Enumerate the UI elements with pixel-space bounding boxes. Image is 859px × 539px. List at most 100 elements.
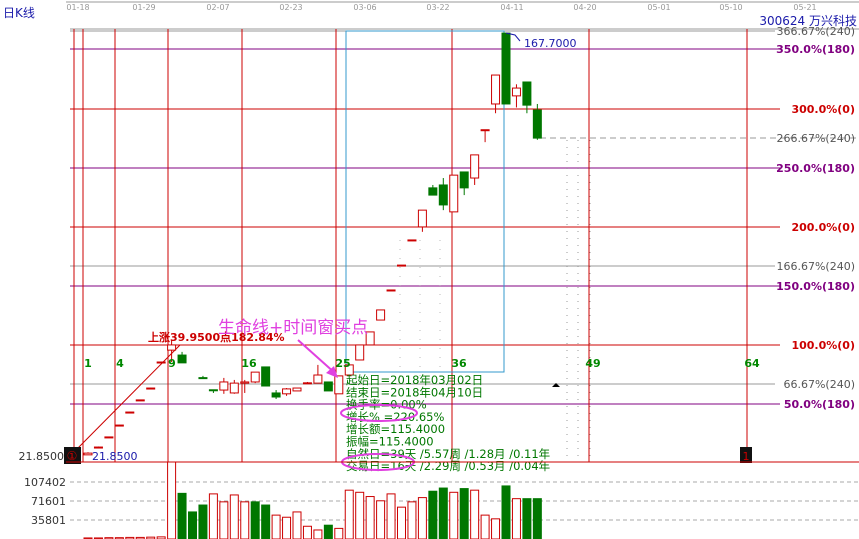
price-level-label: 166.67%(240) <box>776 260 855 273</box>
price-level-label: 66.67%(240) <box>783 378 855 391</box>
candle <box>449 174 459 213</box>
volume-bar <box>470 489 480 539</box>
candle-body <box>470 154 480 179</box>
volume-bar <box>344 489 354 539</box>
candle <box>240 379 250 393</box>
volume-bar <box>438 487 448 539</box>
day-counter: 49 <box>585 357 600 370</box>
candle-body <box>104 436 114 439</box>
volume-bar <box>198 504 208 539</box>
volume-bar <box>302 525 312 539</box>
volume-bar <box>376 500 386 539</box>
date-label: 03-06 <box>353 3 376 12</box>
candle <box>261 366 271 387</box>
volume-bar <box>501 485 511 539</box>
volume-bar <box>386 493 396 539</box>
volume-bar <box>407 501 417 539</box>
candle <box>522 81 532 114</box>
start-marker <box>64 447 81 464</box>
start-marker-icon: ① <box>67 449 78 463</box>
volume-bar <box>397 506 406 539</box>
date-label: 03-22 <box>426 3 449 12</box>
cursor-marker-icon <box>552 383 560 387</box>
candle-body <box>135 399 145 402</box>
date-label: 05-01 <box>647 3 670 12</box>
price-level-label: 250.0%(180) <box>776 162 855 175</box>
volume-bar <box>282 516 292 539</box>
candle <box>167 339 177 363</box>
candle-body <box>250 371 260 383</box>
candle <box>292 387 302 392</box>
stock-name: 300624 万兴科技 <box>759 14 857 28</box>
candle-body <box>459 171 469 189</box>
candle <box>250 371 260 384</box>
candle-body <box>365 331 375 346</box>
volume-bar <box>93 537 103 539</box>
volume-bar <box>83 537 93 539</box>
candle-body <box>407 239 417 242</box>
volume-bar <box>292 511 302 539</box>
volume-bar <box>271 514 281 539</box>
interval-stats: 起始日=2018年03月02日结束日=2018年04月10日换手率=0.00%增… <box>346 373 550 473</box>
candle-body <box>83 452 93 456</box>
candle <box>438 178 448 211</box>
candle-body <box>428 187 438 196</box>
volume-bar <box>208 493 218 539</box>
volume-bar <box>480 514 490 539</box>
volume-bar <box>365 496 375 539</box>
candle-body <box>302 382 312 385</box>
date-label: 01-29 <box>132 3 155 12</box>
volume-bar <box>188 511 197 539</box>
candle <box>501 32 511 105</box>
day-counters: 1 4 9 16 25 36 49 64 <box>84 357 760 370</box>
candle <box>334 375 344 395</box>
candle-body <box>376 309 386 321</box>
date-axis: 01-18 01-29 02-07 02-23 03-06 03-22 04-11 04-20… <box>66 3 816 12</box>
candle-body <box>292 387 302 392</box>
candles <box>83 32 542 456</box>
volume-bar <box>229 494 239 539</box>
price-level-label: 150.0%(180) <box>776 280 855 293</box>
date-label: 04-20 <box>573 3 596 12</box>
end-marker-label: 1 <box>743 450 750 463</box>
stat-line: 增长额=115.4000 <box>346 422 445 436</box>
high-price-label: 167.7000 <box>524 37 577 50</box>
rise-label: 上涨39.9500点182.84% <box>148 330 285 344</box>
candle <box>532 103 542 140</box>
high-pointer <box>505 32 521 42</box>
candle <box>104 436 114 439</box>
candle <box>198 375 208 380</box>
volume-bar <box>428 490 438 539</box>
candle-body <box>480 129 490 132</box>
candle <box>302 381 312 385</box>
candle <box>480 129 490 143</box>
arrow-head-icon <box>326 366 338 378</box>
candle <box>83 452 93 456</box>
candle <box>323 381 333 392</box>
candle <box>407 239 417 242</box>
stat-line: 交易日=16天 /2.29周 /0.53月 /0.04年 <box>346 459 550 473</box>
candle-body <box>511 87 521 97</box>
candle <box>511 84 521 108</box>
candle <box>177 351 187 364</box>
selection-box[interactable] <box>345 30 505 373</box>
volume-bars <box>83 461 542 539</box>
candle-body <box>334 375 344 395</box>
day-counter: 4 <box>116 357 124 370</box>
day-counter: 1 <box>84 357 92 370</box>
volume-bar <box>355 491 365 539</box>
volume-bar <box>313 529 323 539</box>
date-label: 05-21 <box>793 3 816 12</box>
annotation-arrow <box>297 339 337 375</box>
candle-body <box>438 184 448 206</box>
candle-body <box>208 389 218 392</box>
candle <box>114 424 124 427</box>
volume-axis-label: 35801 <box>31 514 66 527</box>
date-label: 02-23 <box>279 3 302 12</box>
candle <box>282 388 292 396</box>
volume-bar <box>417 497 427 539</box>
price-level-label: 350.0%(180) <box>776 43 855 56</box>
candle <box>397 264 406 267</box>
stat-line: 结束日=2018年04月10日 <box>346 385 483 399</box>
